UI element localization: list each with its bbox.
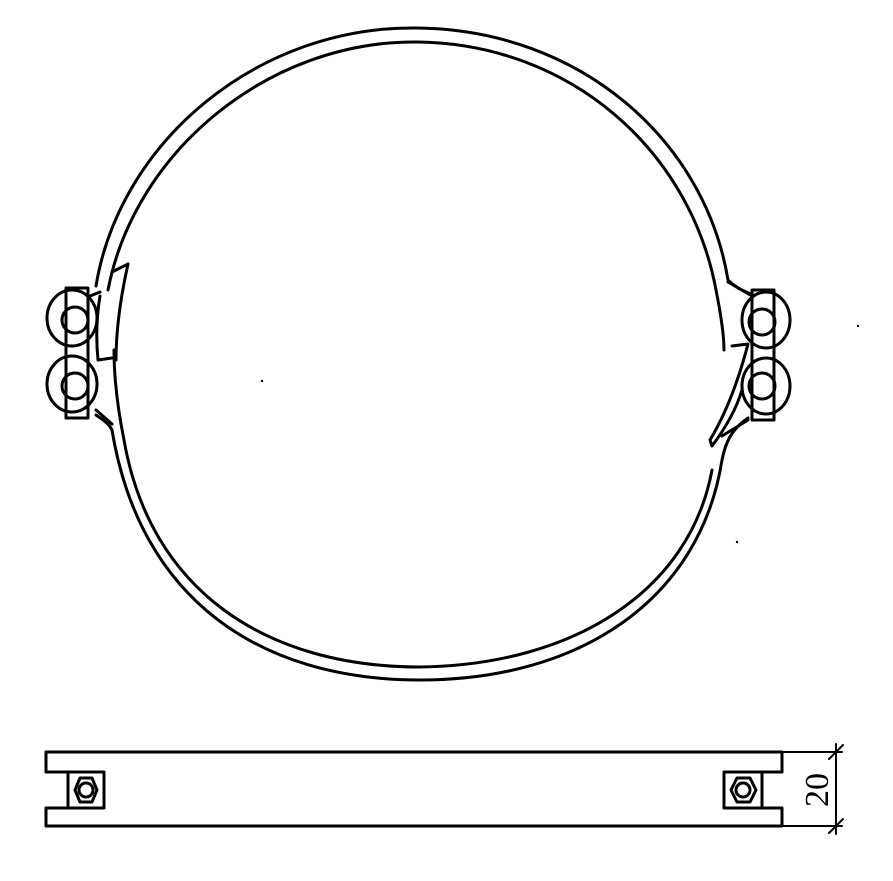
- side-left-nut-hex-icon: [73, 776, 99, 804]
- side-right-nut-hole-icon: [734, 781, 752, 799]
- ring-outer-band: [94, 26, 754, 682]
- left-strap-upper: [88, 290, 102, 298]
- side-left-nut-hole-icon: [77, 781, 95, 799]
- right-bolt-top-icon: [747, 307, 777, 337]
- stray-marks: [260, 324, 860, 544]
- ring-inner-band: [106, 40, 726, 669]
- ring-left-overlap: [95, 262, 130, 362]
- right-strap-lower: [720, 418, 750, 438]
- left-bolt-top-icon: [60, 305, 90, 335]
- left-lug-bottom: [45, 354, 99, 414]
- left-lug-top: [45, 288, 99, 348]
- right-bolt-plate: [750, 288, 776, 422]
- dim-tick-top: [828, 744, 844, 760]
- left-bolt-plate: [64, 286, 90, 420]
- right-fastener: [720, 280, 792, 438]
- left-bolt-bottom-icon: [60, 371, 90, 401]
- clamp-top-view: [94, 26, 754, 682]
- right-lug-top: [740, 290, 792, 350]
- side-band-outline: [44, 750, 784, 828]
- dimension-label: 20: [799, 773, 836, 807]
- left-fastener: [45, 286, 114, 426]
- left-strap-lower: [94, 408, 114, 426]
- clamp-side-view: [44, 750, 784, 828]
- dim-tick-bottom: [828, 818, 844, 834]
- side-left-nut: [66, 770, 106, 810]
- side-right-nut: [722, 770, 764, 810]
- right-bolt-bottom-icon: [747, 371, 777, 401]
- ring-right-overlap: [708, 342, 750, 448]
- right-lug-bottom: [740, 356, 792, 416]
- side-right-nut-hex-icon: [729, 776, 758, 804]
- right-strap-upper: [726, 280, 754, 298]
- height-dimension: [781, 743, 844, 835]
